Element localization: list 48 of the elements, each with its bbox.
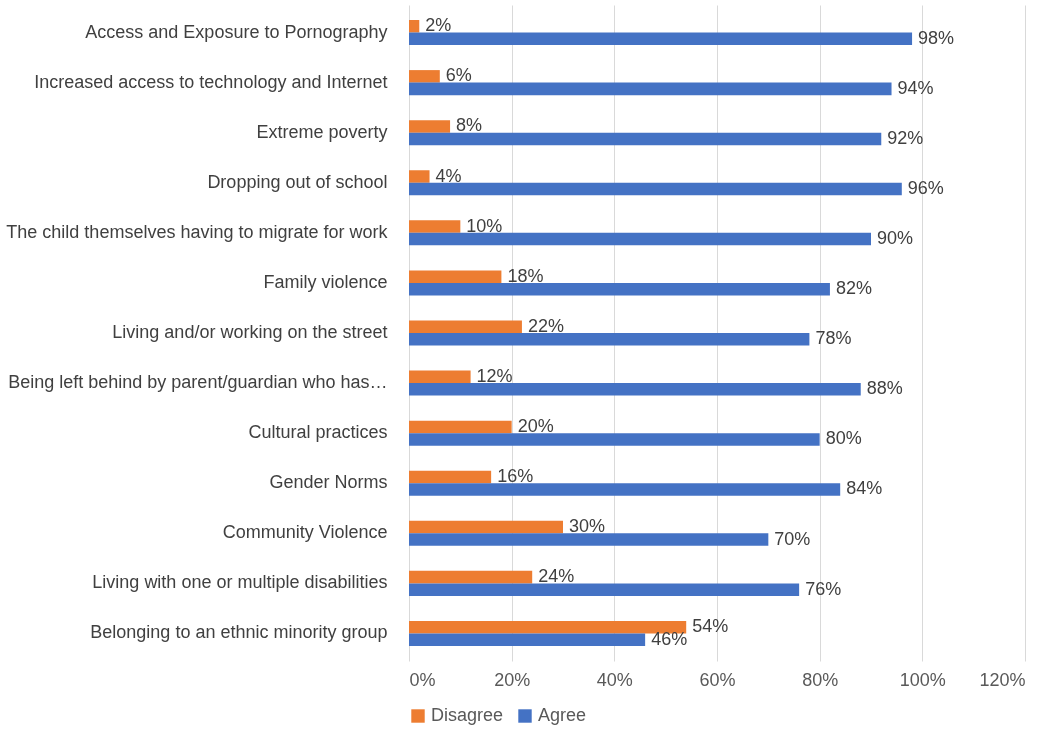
y-tick-label: The child themselves having to migrate for work [6, 221, 389, 242]
data-label: 2% [425, 15, 452, 36]
x-tick-label: 20% [494, 669, 531, 690]
y-tick-label: Living and/or working on the street [112, 322, 388, 342]
y-tick-label: Extreme poverty [256, 121, 388, 142]
data-label: 84% [846, 478, 883, 499]
y-tick-label: Gender Norms [269, 472, 388, 493]
x-tick-label: 40% [596, 669, 633, 690]
data-label: 18% [507, 265, 544, 286]
data-label: 22% [527, 315, 564, 336]
data-label: 4% [435, 165, 462, 186]
x-tick-label: 60% [699, 669, 736, 690]
data-label: 12% [476, 365, 513, 386]
data-label: 8% [456, 115, 483, 136]
data-label: 46% [651, 628, 688, 649]
data-label: 54% [692, 616, 729, 637]
data-label: 16% [497, 465, 534, 486]
y-tick-label: Access and Exposure to Pornography [85, 21, 388, 42]
y-tick-label: Belonging to an ethnic minority group [90, 622, 388, 643]
x-tick-label: 100% [899, 669, 946, 690]
data-label: 88% [866, 378, 903, 399]
data-label: 70% [774, 528, 811, 549]
legend-label: Disagree [431, 705, 504, 725]
y-tick-label: Increased access to technology and Internet [34, 71, 388, 92]
y-tick-label: Living with one or multiple disabilities [92, 572, 388, 593]
y-tick-label: Community Violence [222, 522, 388, 543]
data-label: 96% [907, 178, 944, 199]
data-label: 92% [887, 127, 924, 148]
y-tick-label: Family violence [263, 271, 388, 292]
data-label: 94% [897, 77, 934, 98]
data-label: 20% [517, 415, 554, 436]
data-label: 82% [835, 278, 872, 299]
data-label: 78% [815, 328, 852, 349]
y-tick-label: Cultural practices [248, 422, 388, 443]
data-label: 76% [805, 578, 842, 599]
y-tick-label: Being left behind by parent/guardian who has… [8, 372, 388, 393]
x-tick-label: 80% [802, 669, 839, 690]
x-tick-label: 120% [979, 669, 1026, 690]
data-label: 98% [918, 27, 955, 48]
data-label: 80% [825, 428, 862, 449]
legend-label: Agree [538, 705, 587, 725]
data-label: 30% [569, 516, 606, 537]
data-label: 90% [877, 228, 914, 249]
y-tick-label: Dropping out of school [207, 171, 388, 192]
data-label: 24% [538, 566, 575, 587]
x-tick-label: 0% [409, 669, 436, 690]
data-label: 10% [466, 215, 503, 236]
data-label: 6% [445, 65, 472, 86]
